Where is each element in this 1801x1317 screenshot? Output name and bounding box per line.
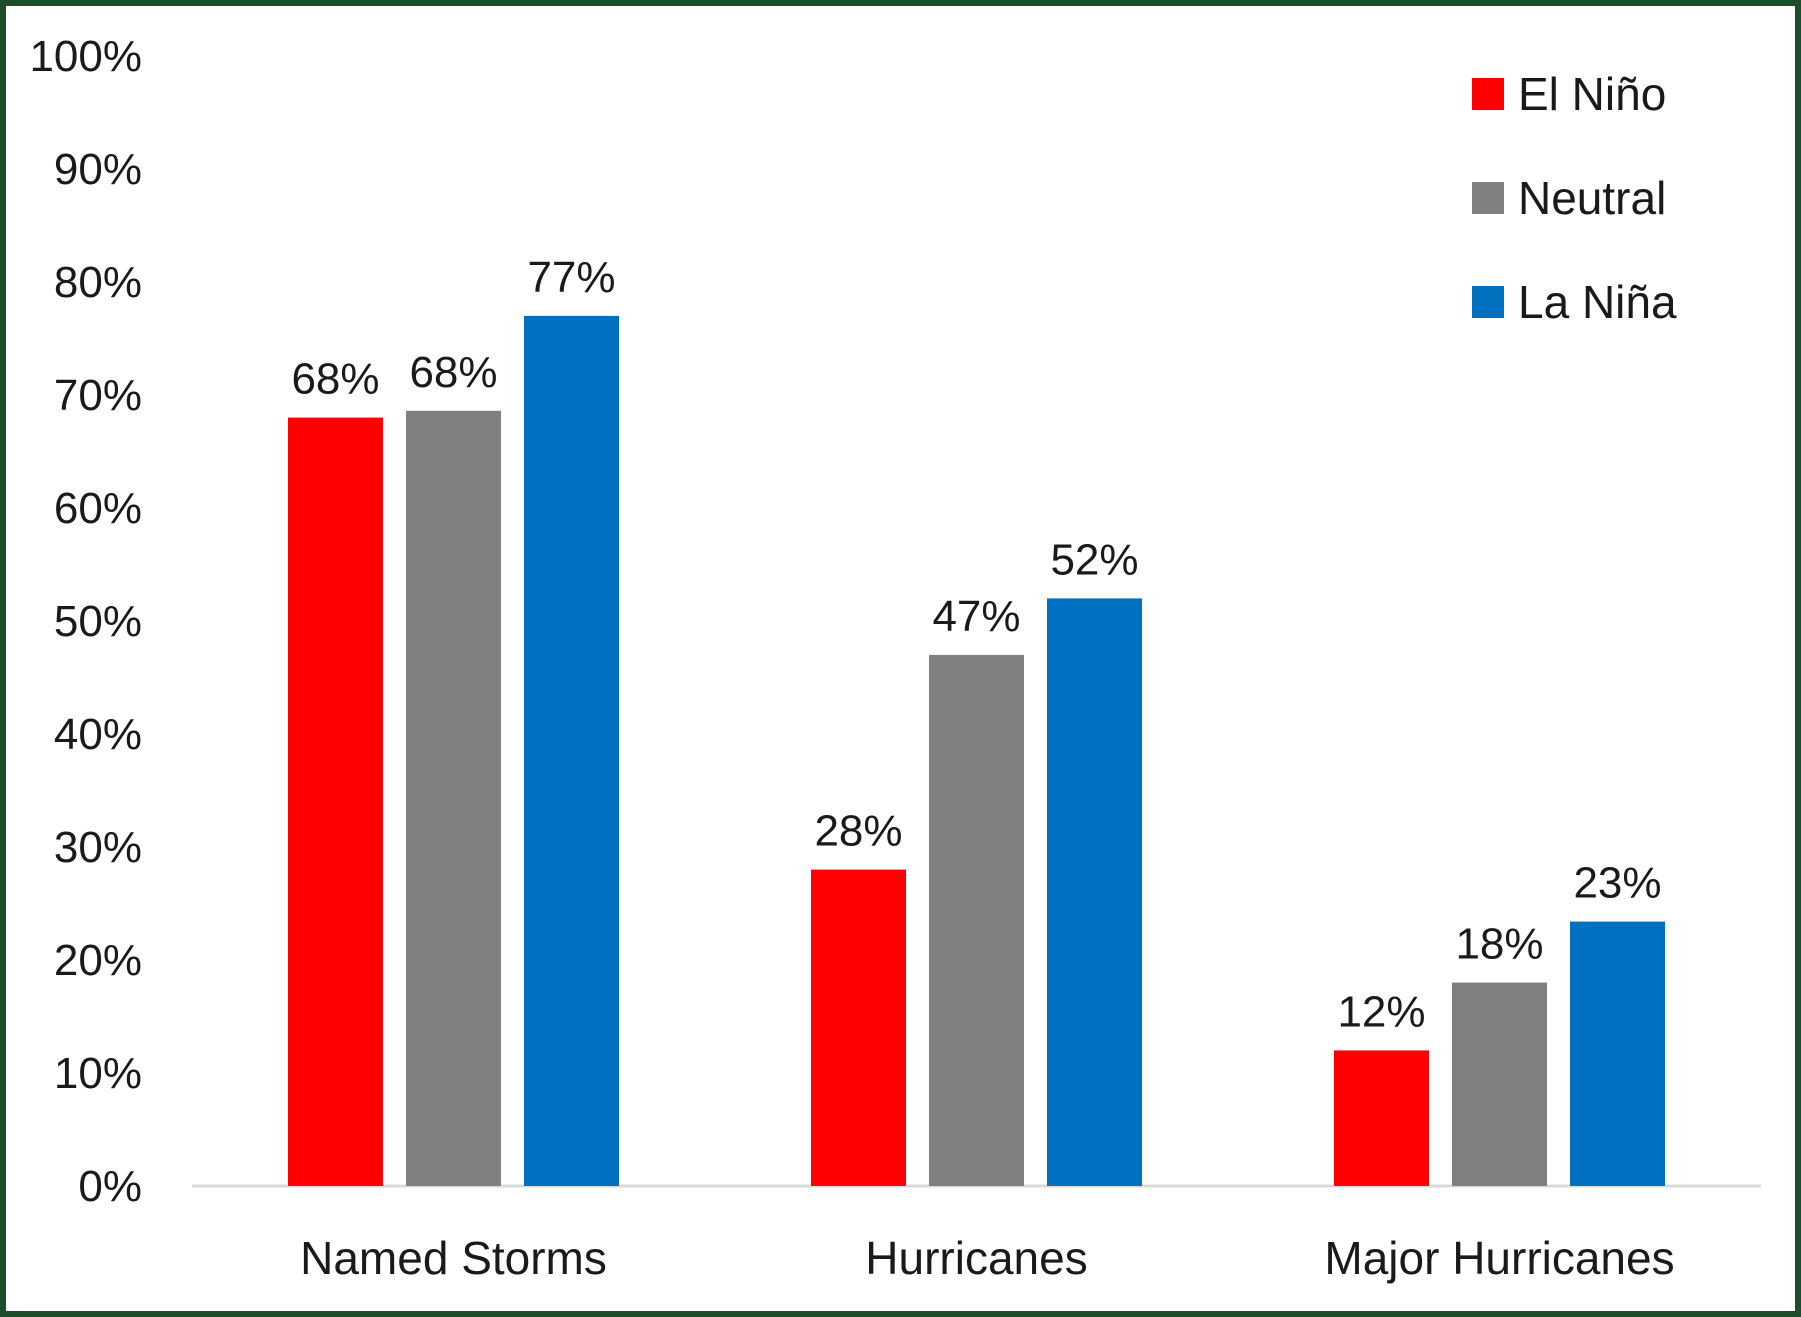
legend-label: Neutral — [1518, 172, 1666, 224]
bar — [406, 410, 501, 1186]
y-tick-label: 60% — [54, 484, 142, 533]
legend: El Niño Neutral La Niña — [1472, 68, 1677, 328]
x-tick-label: Named Storms — [300, 1232, 607, 1284]
y-tick-label: 80% — [54, 258, 142, 307]
x-tick-label: Hurricanes — [865, 1232, 1087, 1284]
legend-swatch — [1472, 182, 1504, 214]
bars-group — [288, 315, 1665, 1187]
bar — [929, 654, 1024, 1186]
legend-swatch — [1472, 286, 1504, 318]
x-tick-label: Major Hurricanes — [1324, 1232, 1674, 1284]
data-labels-group: 68% 68% 77% 28% 47% 52% 12% 18% 23% — [291, 253, 1661, 1037]
legend-swatch — [1472, 78, 1504, 110]
legend-label: El Niño — [1518, 68, 1666, 120]
data-label: 12% — [1337, 987, 1425, 1036]
y-tick-label: 100% — [29, 32, 142, 81]
data-label: 47% — [932, 592, 1020, 641]
y-tick-label: 90% — [54, 145, 142, 194]
bar — [811, 869, 906, 1186]
data-label: 23% — [1573, 859, 1661, 908]
y-tick-label: 10% — [54, 1049, 142, 1098]
y-tick-label: 50% — [54, 597, 142, 646]
bar — [524, 315, 619, 1186]
data-label: 28% — [814, 807, 902, 856]
y-tick-label: 30% — [54, 823, 142, 872]
y-tick-label: 0% — [78, 1162, 142, 1211]
data-label: 68% — [291, 355, 379, 404]
y-tick-label: 40% — [54, 710, 142, 759]
y-axis: 0% 10% 20% 30% 40% 50% 60% 70% 80% 90% 100% — [29, 32, 142, 1211]
bar — [1570, 921, 1665, 1186]
y-tick-label: 20% — [54, 936, 142, 985]
legend-label: La Niña — [1518, 276, 1677, 328]
chart-frame: 0% 10% 20% 30% 40% 50% 60% 70% 80% 90% 100% 68% 68%… — [6, 6, 1795, 1311]
data-label: 77% — [527, 253, 615, 302]
x-axis: Named Storms Hurricanes Major Hurricanes — [300, 1232, 1674, 1284]
bar — [1452, 982, 1547, 1186]
bar-chart: 0%10%20%30%40%50%60%70%80%90%100% 68% 68%… — [29, 32, 1761, 1284]
data-label: 52% — [1050, 535, 1138, 584]
bar — [1047, 598, 1142, 1186]
data-label: 18% — [1455, 920, 1543, 969]
bar — [1334, 1050, 1429, 1186]
data-label: 68% — [409, 348, 497, 397]
y-tick-label: 70% — [54, 371, 142, 420]
bar — [288, 417, 383, 1187]
